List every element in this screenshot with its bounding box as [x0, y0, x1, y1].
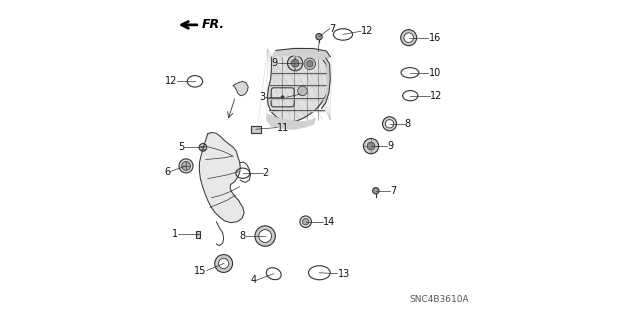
Polygon shape	[271, 73, 327, 74]
Polygon shape	[268, 98, 327, 99]
Circle shape	[179, 159, 193, 173]
Text: 12: 12	[361, 26, 373, 36]
Text: 6: 6	[164, 167, 170, 177]
Circle shape	[385, 120, 394, 128]
Text: 7: 7	[390, 186, 396, 196]
Text: 1: 1	[172, 229, 178, 240]
Text: 5: 5	[178, 142, 184, 152]
Circle shape	[401, 30, 417, 46]
Polygon shape	[268, 114, 316, 129]
Text: 16: 16	[428, 33, 441, 43]
Circle shape	[367, 142, 375, 150]
Circle shape	[255, 226, 275, 246]
Circle shape	[287, 56, 303, 71]
Text: 9: 9	[387, 141, 393, 151]
Circle shape	[259, 230, 271, 242]
Circle shape	[383, 117, 397, 131]
Circle shape	[199, 144, 207, 151]
Text: 8: 8	[404, 119, 411, 129]
Circle shape	[404, 33, 413, 42]
Text: 9: 9	[272, 58, 278, 68]
Text: 12: 12	[164, 76, 177, 86]
Bar	[196, 231, 200, 238]
Circle shape	[291, 59, 299, 67]
Circle shape	[372, 188, 379, 194]
Text: 11: 11	[277, 122, 289, 133]
Circle shape	[307, 61, 313, 67]
Circle shape	[303, 219, 309, 225]
Polygon shape	[269, 110, 324, 111]
Circle shape	[215, 255, 232, 272]
Bar	[252, 126, 261, 133]
Text: 13: 13	[337, 269, 350, 279]
Text: SNC4B3610A: SNC4B3610A	[410, 295, 469, 304]
Circle shape	[300, 216, 312, 227]
Circle shape	[316, 33, 322, 40]
Polygon shape	[200, 132, 244, 223]
Polygon shape	[269, 85, 328, 86]
Polygon shape	[268, 48, 330, 122]
Text: 14: 14	[323, 217, 335, 227]
Text: 2: 2	[262, 168, 269, 178]
Text: 4: 4	[251, 275, 257, 285]
Circle shape	[298, 86, 307, 96]
Text: 15: 15	[195, 265, 207, 276]
Text: 3: 3	[259, 92, 265, 102]
Polygon shape	[233, 81, 248, 96]
Text: 8: 8	[240, 231, 246, 241]
Polygon shape	[272, 48, 330, 60]
Text: 12: 12	[430, 91, 442, 101]
Circle shape	[282, 96, 284, 99]
Text: FR.: FR.	[202, 19, 225, 31]
Circle shape	[364, 138, 379, 154]
Text: 7: 7	[330, 24, 336, 34]
Circle shape	[182, 161, 191, 170]
Text: 10: 10	[428, 68, 441, 78]
Circle shape	[304, 58, 316, 70]
Circle shape	[218, 258, 228, 269]
Polygon shape	[321, 58, 330, 108]
